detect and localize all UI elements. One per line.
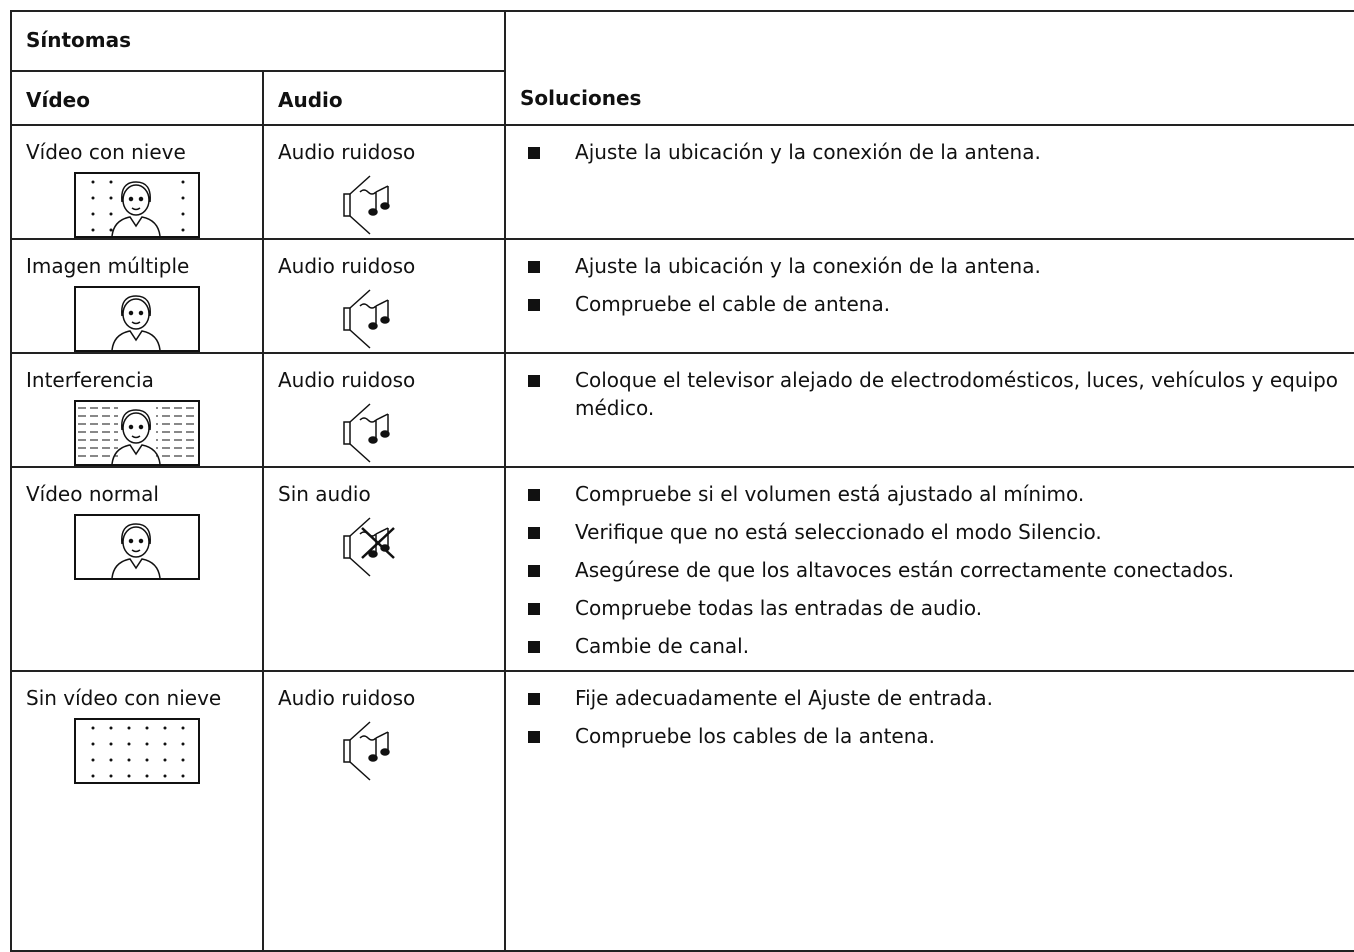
audio-cell: Audio ruidoso [261,352,507,468]
bullet [528,147,541,159]
video-cell: Imagen múltiple [10,238,264,354]
speaker-icon [343,403,390,463]
audio-header: Audio [261,70,507,126]
table-row: Vídeo normal Sin audio Compruebe si el vol… [10,466,1354,672]
bullet [528,641,541,653]
solution-item: Ajuste la ubicación y la conexión de la … [528,252,1354,280]
speaker-icon [343,517,395,577]
bullet [528,489,541,501]
video-symptom: Interferencia [26,368,154,392]
video-symptom: Sin vídeo con nieve [26,686,222,710]
audio-cell: Audio ruidoso [261,238,507,354]
solution-item: Ajuste la ubicación y la conexión de la … [528,138,1354,166]
table-row: Interferencia Audio ruidoso Coloque el tel… [10,352,1354,468]
bullet [528,299,541,311]
solution-text: Compruebe todas las entradas de audio. [575,596,983,620]
speaker-icon [343,175,390,235]
solution-item: Compruebe los cables de la antena. [528,722,1354,750]
audio-symptom: Audio ruidoso [278,254,416,278]
solution-item: Compruebe si el volumen está ajustado al… [528,480,1354,508]
solutions-cell: Ajuste la ubicación y la conexión de la … [504,124,1354,240]
solution-text: Compruebe los cables de la antena. [575,724,936,748]
solution-item: Coloque el televisor alejado de electrod… [528,366,1354,422]
solution-text: Asegúrese de que los altavoces están cor… [575,558,1235,582]
video-symptom: Vídeo con nieve [26,140,186,164]
video-symptom: Imagen múltiple [26,254,190,278]
audio-cell: Audio ruidoso [261,670,507,952]
tv-icon [74,400,200,466]
video-cell: Sin vídeo con nieve [10,670,264,952]
video-header: Vídeo [10,70,264,126]
tv-icon [74,718,200,784]
symptoms-header: Síntomas [9,10,507,72]
solutions-cell: Coloque el televisor alejado de electrod… [504,352,1354,468]
table-body: Vídeo con nieve Audio ruidoso Ajuste la ub… [10,124,1354,952]
solution-item: Compruebe el cable de antena. [528,290,1354,318]
bullet [528,603,541,615]
bullet [528,375,541,387]
audio-symptom: Audio ruidoso [278,368,416,392]
video-symptom: Vídeo normal [26,482,159,506]
speaker-icon [343,721,390,781]
solution-text: Compruebe si el volumen está ajustado al… [575,482,1085,506]
solution-item: Verifique que no está seleccionado el mo… [528,518,1354,546]
solutions-cell: Fije adecuadamente el Ajuste de entrada.… [504,670,1354,952]
tv-icon [74,286,200,352]
bullet [528,565,541,577]
bullet [528,731,541,743]
troubleshooting-table: Síntomas Soluciones Vídeo Audio Vídeo co… [9,10,1354,952]
solution-text: Cambie de canal. [575,634,750,658]
audio-symptom: Audio ruidoso [278,140,416,164]
solution-text: Coloque el televisor alejado de electrod… [575,368,1339,420]
table-row: Sin vídeo con nieve Audio ruidoso Fije ade… [10,670,1354,952]
solutions-cell: Compruebe si el volumen está ajustado al… [504,466,1354,672]
solution-item: Fije adecuadamente el Ajuste de entrada. [528,684,1354,712]
page: Síntomas Soluciones Vídeo Audio Vídeo co… [9,10,1354,952]
video-cell: Interferencia [10,352,264,468]
audio-symptom: Audio ruidoso [278,686,416,710]
bullet [528,527,541,539]
solution-text: Ajuste la ubicación y la conexión de la … [575,140,1041,164]
audio-symptom: Sin audio [278,482,371,506]
table-row: Imagen múltiple Audio ruidoso Ajuste la ub… [10,238,1354,354]
solution-item: Compruebe todas las entradas de audio. [528,594,1354,622]
tv-icon [74,514,200,580]
solution-text: Ajuste la ubicación y la conexión de la … [575,254,1041,278]
solution-text: Fije adecuadamente el Ajuste de entrada. [575,686,993,710]
audio-cell: Sin audio [261,466,507,672]
solution-item: Asegúrese de que los altavoces están cor… [528,556,1354,584]
solution-text: Compruebe el cable de antena. [575,292,891,316]
solution-item: Cambie de canal. [528,632,1354,660]
tv-icon [74,172,200,238]
speaker-icon [343,289,390,349]
bullet [528,693,541,705]
video-cell: Vídeo con nieve [10,124,264,240]
table-row: Vídeo con nieve Audio ruidoso Ajuste la ub… [10,124,1354,240]
bullet [528,261,541,273]
solution-text: Verifique que no está seleccionado el mo… [575,520,1102,544]
solutions-header: Soluciones [504,10,1354,126]
audio-cell: Audio ruidoso [261,124,507,240]
video-cell: Vídeo normal [10,466,264,672]
solutions-cell: Ajuste la ubicación y la conexión de la … [504,238,1354,354]
